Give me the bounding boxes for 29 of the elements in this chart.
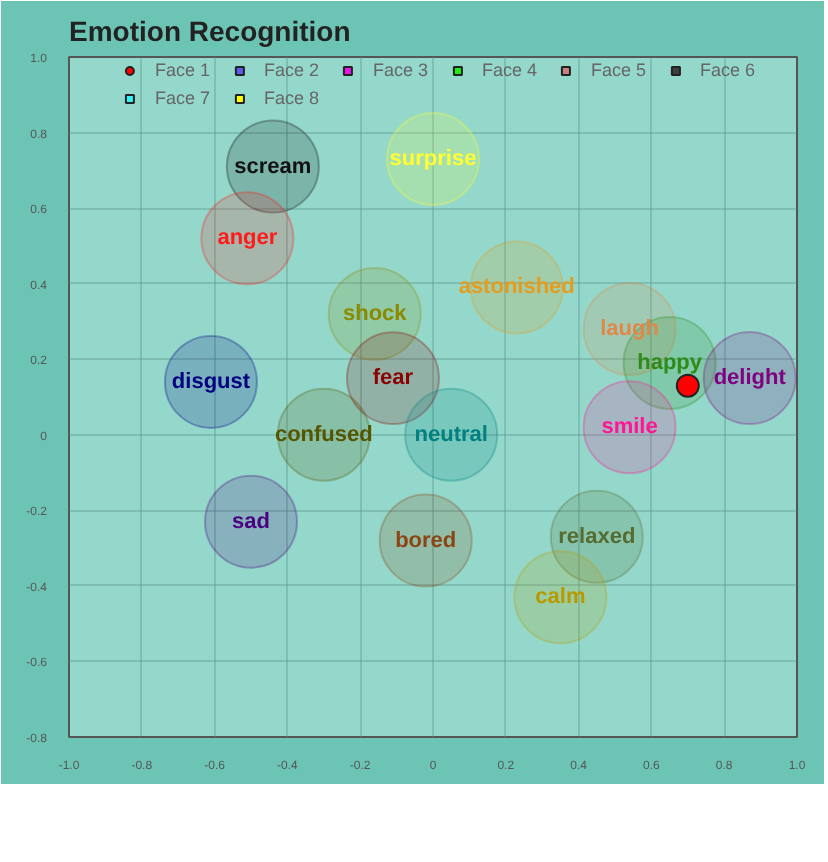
legend-label: Face 3 xyxy=(372,60,428,80)
chart-title: Emotion Recognition xyxy=(69,15,351,47)
data-label: disgust xyxy=(171,369,251,394)
data-label: sad xyxy=(232,509,270,534)
data-label: fear xyxy=(372,366,415,391)
legend-label: Face 1 xyxy=(154,60,210,80)
data-label: neutral xyxy=(414,422,488,447)
data-label: calm xyxy=(535,585,586,610)
data-label: confused xyxy=(274,422,373,447)
data-label: astonished xyxy=(458,275,575,300)
legend-label: Face 2 xyxy=(263,60,319,80)
legend-label: Face 4 xyxy=(482,60,538,80)
point xyxy=(204,474,298,569)
legend-label: Face 7 xyxy=(154,88,210,108)
data-label: scream xyxy=(234,154,312,179)
legend-label: Face 6 xyxy=(700,60,756,80)
data-label: delight xyxy=(713,366,787,391)
data-label: smile xyxy=(601,415,658,440)
point xyxy=(675,373,700,398)
legend-label: Face 5 xyxy=(591,60,647,80)
data-label: happy xyxy=(637,351,704,375)
data-label: surprise xyxy=(389,147,477,171)
point xyxy=(513,550,608,645)
data-label: shock xyxy=(342,301,409,326)
data-label: anger xyxy=(217,226,279,251)
data-label: bored xyxy=(395,528,457,553)
data-label: laugh xyxy=(600,317,660,341)
data-label: relaxed xyxy=(558,524,636,549)
legend-label: Face 8 xyxy=(263,88,319,108)
